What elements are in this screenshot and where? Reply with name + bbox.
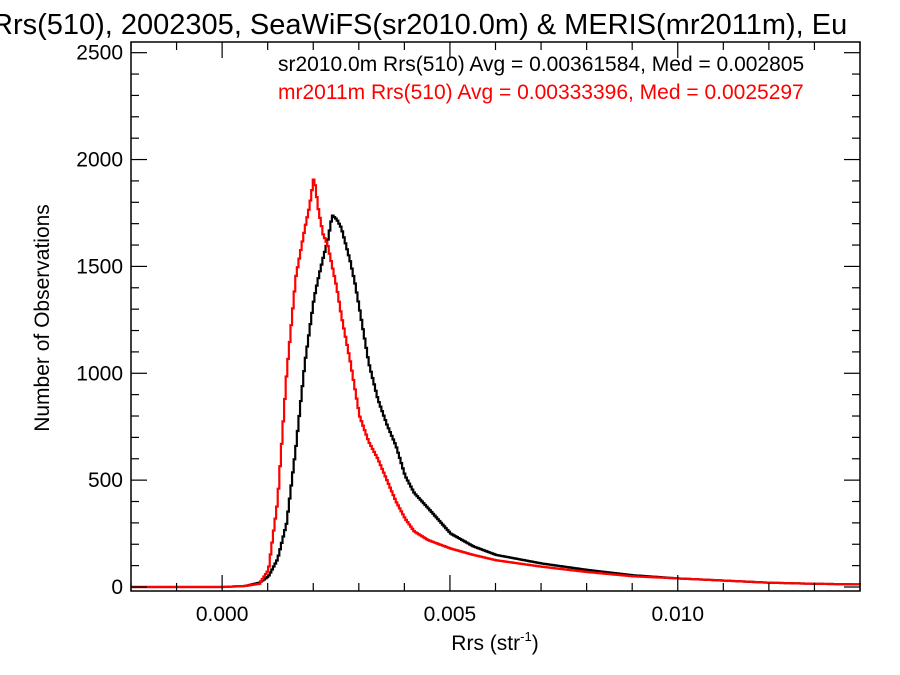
x-tick-label: 0.000 (196, 603, 249, 626)
y-tick-label: 1000 (76, 362, 123, 385)
x-tick-label: 0.005 (424, 603, 477, 626)
x-axis-label-main: Rrs (str (451, 632, 520, 655)
axis-layer: 0 500 1000 1500 2000 2500 0.000 0.005 0.010 (76, 42, 861, 626)
x-tick-label: 0.010 (651, 603, 704, 626)
series-line-black (131, 214, 861, 589)
annotation-sr2010-stats: sr2010.0m Rrs(510) Avg = 0.00361584, Med… (278, 53, 804, 76)
x-axis-label: Rrs (str-1) (451, 629, 538, 655)
y-tick-label: 2500 (76, 42, 123, 65)
y-axis-label: Number of Observations (31, 204, 54, 432)
y-tick-label: 2000 (76, 149, 123, 172)
chart-title: Rrs(510), 2002305, SeaWiFS(sr2010.0m) & … (0, 9, 847, 41)
x-axis-label-close: ) (532, 632, 539, 655)
plot-frame (130, 41, 861, 592)
x-axis-label-superscript: -1 (520, 629, 532, 644)
y-tick-label: 1500 (76, 255, 123, 278)
y-tick-label: 500 (88, 469, 123, 492)
y-tick-label: 0 (111, 576, 123, 599)
series-line-red (131, 178, 861, 589)
series-layer (131, 178, 861, 589)
annotation-mr2011-stats: mr2011m Rrs(510) Avg = 0.00333396, Med =… (278, 81, 804, 104)
